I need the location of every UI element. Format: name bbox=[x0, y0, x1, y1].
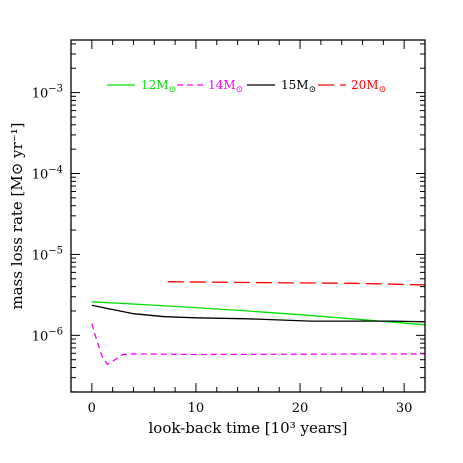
series-line-14m bbox=[91, 323, 426, 366]
legend: 12M⊙ 14M⊙ 15M⊙ 20M⊙ bbox=[107, 78, 386, 95]
x-tick-label: 10 bbox=[188, 401, 205, 416]
axis-ticks bbox=[70, 40, 426, 393]
legend-label: 12M⊙ bbox=[141, 78, 176, 95]
x-axis-label: look-back time [10³ years] bbox=[149, 419, 348, 437]
series-layer bbox=[91, 281, 426, 366]
tick-labels: 0 10 20 30 10−6 10−5 10−4 10−3 bbox=[32, 84, 413, 416]
y-axis-label: mass loss rate [M⊙ yr⁻¹] bbox=[8, 122, 26, 309]
series-line-12m bbox=[91, 301, 426, 326]
x-tick-label: 30 bbox=[396, 401, 413, 416]
y-tick-label: 10−5 bbox=[32, 245, 63, 263]
x-tick-label: 0 bbox=[88, 401, 96, 416]
plot-frame bbox=[70, 39, 426, 393]
legend-label: 14M⊙ bbox=[208, 78, 243, 95]
y-tick-label: 10−3 bbox=[32, 84, 63, 102]
legend-label: 15M⊙ bbox=[281, 78, 316, 95]
y-tick-label: 10−6 bbox=[32, 326, 63, 344]
x-tick-label: 20 bbox=[292, 401, 309, 416]
y-tick-label: 10−4 bbox=[32, 165, 63, 183]
legend-label: 20M⊙ bbox=[351, 78, 386, 95]
series-line-20m bbox=[167, 281, 426, 286]
series-line-15m bbox=[91, 304, 426, 323]
